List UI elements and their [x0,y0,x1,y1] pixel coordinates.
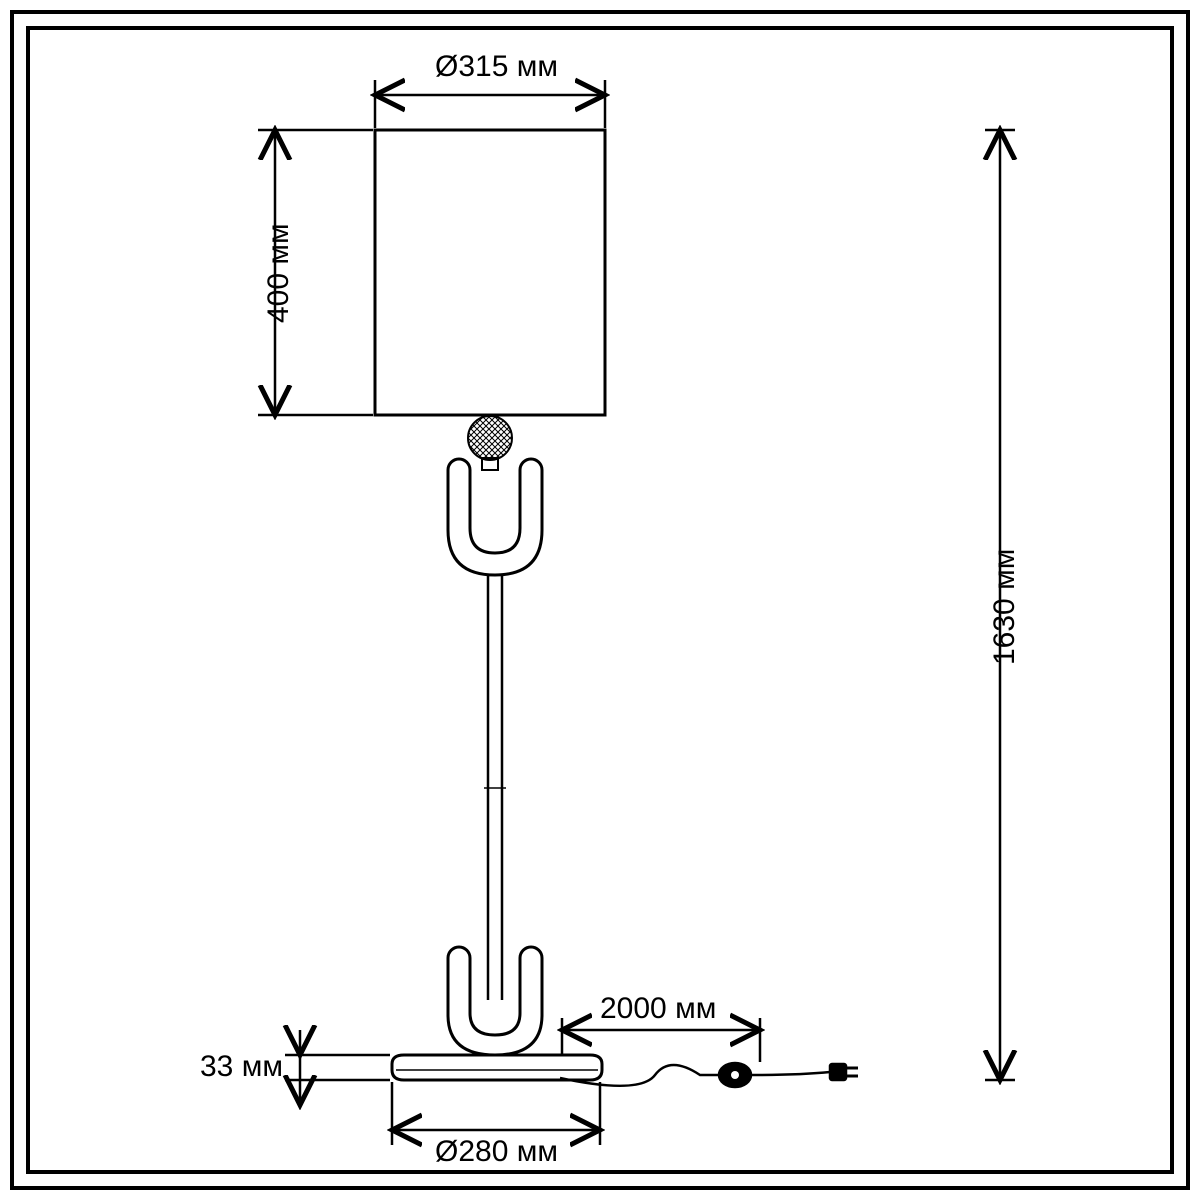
label-shade-diameter: Ø315 мм [435,50,558,84]
label-cord-length: 2000 мм [600,992,716,1026]
page: Ø315 мм 400 мм 1630 мм Ø280 мм 33 мм 200… [0,0,1200,1200]
lamp-base [392,1055,602,1080]
label-base-diameter: Ø280 мм [435,1135,558,1169]
power-cord [560,1063,858,1087]
dim-base-thickness [285,1030,390,1105]
plug-icon [830,1064,858,1080]
upper-u-shape [448,459,542,575]
lower-u-shape [448,947,542,1055]
lamp-stem [484,575,506,1000]
label-base-thickness: 33 мм [200,1050,283,1084]
label-shade-height: 400 мм [262,223,296,323]
dim-shade-diameter [375,80,605,128]
finial-sphere [468,416,512,460]
label-total-height: 1630 мм [988,549,1022,665]
lamp-shade [375,130,605,415]
